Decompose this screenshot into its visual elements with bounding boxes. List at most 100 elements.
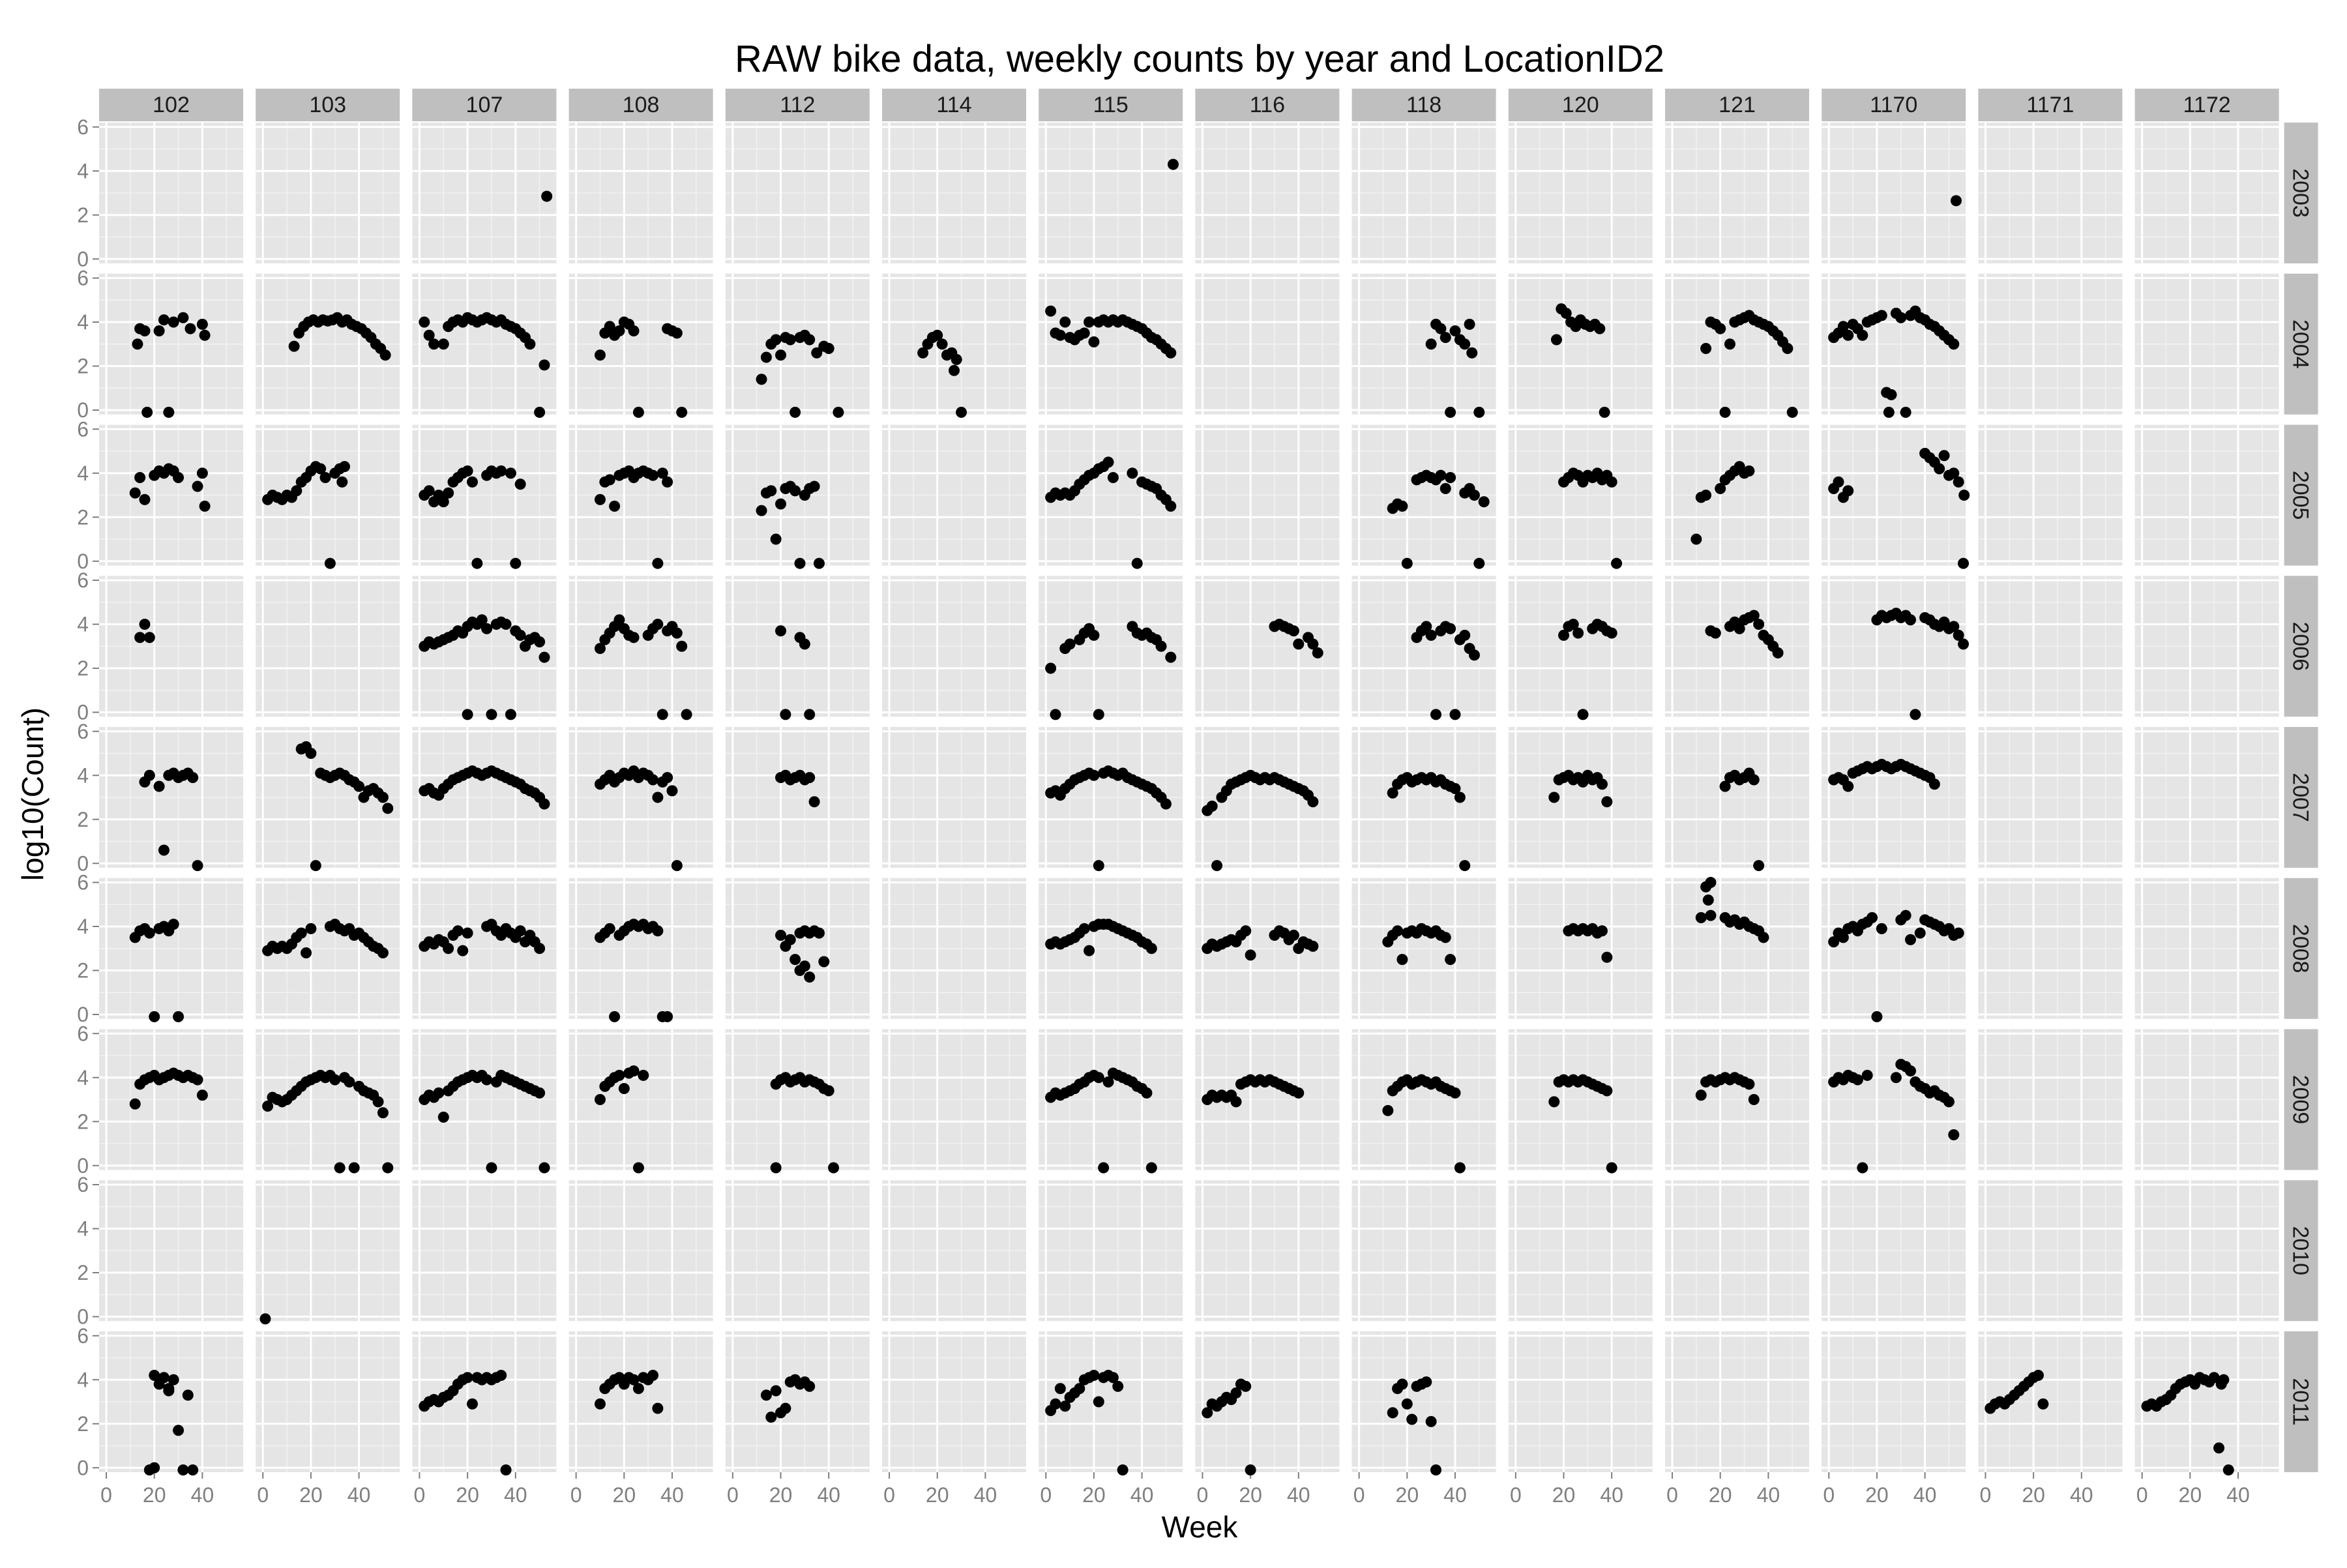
- column-strip-label: 115: [1093, 93, 1129, 117]
- facet-panel: [1665, 1029, 1809, 1170]
- data-point: [632, 1162, 644, 1174]
- data-point: [139, 494, 151, 505]
- data-point: [132, 338, 143, 350]
- data-point: [1102, 1076, 1114, 1087]
- data-point: [1449, 325, 1461, 336]
- y-tick-label: 4: [77, 159, 89, 183]
- data-point: [1753, 619, 1765, 630]
- data-point: [433, 1087, 445, 1099]
- facet-panel: [256, 576, 400, 717]
- data-point: [1904, 934, 1916, 945]
- facet-panel: [1508, 1029, 1653, 1170]
- row-strip-label: 2006: [2288, 621, 2313, 671]
- data-point: [813, 927, 825, 939]
- data-point: [1895, 312, 1907, 323]
- data-point: [1466, 347, 1478, 359]
- data-point: [804, 971, 816, 983]
- data-point: [437, 1112, 449, 1123]
- data-point: [1857, 1162, 1868, 1174]
- data-point: [149, 1462, 160, 1473]
- data-point: [1165, 651, 1177, 663]
- data-point: [1107, 472, 1119, 483]
- facet-panel: [1351, 1331, 1496, 1472]
- data-point: [780, 1402, 791, 1414]
- data-point: [765, 485, 777, 497]
- x-tick-label: 40: [1913, 1483, 1937, 1507]
- y-tick-label: 6: [77, 115, 89, 139]
- data-point: [1396, 500, 1408, 512]
- column-strip-label: 116: [1250, 93, 1285, 117]
- data-point: [143, 632, 155, 643]
- data-point: [1131, 557, 1143, 569]
- y-tick-label: 2: [77, 959, 89, 983]
- data-point: [1093, 1396, 1104, 1408]
- x-tick-label: 40: [191, 1483, 214, 1507]
- data-point: [628, 1065, 640, 1077]
- data-point: [1876, 923, 1887, 934]
- data-point: [671, 327, 683, 339]
- data-point: [932, 329, 943, 341]
- data-point: [372, 1096, 384, 1108]
- x-tick-label: 0: [1353, 1483, 1365, 1507]
- x-tick-label: 40: [660, 1483, 684, 1507]
- data-point: [652, 791, 664, 803]
- data-point: [1857, 329, 1868, 341]
- data-point: [1312, 647, 1323, 658]
- row-strip-label: 2004: [2288, 319, 2313, 369]
- facet-panel: [882, 727, 1026, 868]
- data-point: [1601, 951, 1613, 963]
- y-tick-label: 6: [77, 1022, 89, 1045]
- data-point: [594, 494, 606, 505]
- data-point: [756, 505, 767, 516]
- data-point: [1782, 343, 1793, 354]
- data-point: [1719, 780, 1731, 792]
- data-point: [1230, 1387, 1242, 1398]
- data-point: [192, 860, 203, 872]
- data-point: [1709, 627, 1721, 639]
- y-tick-label: 0: [77, 247, 89, 271]
- data-point: [1606, 1162, 1617, 1174]
- data-point: [1705, 877, 1717, 888]
- data-point: [153, 325, 165, 336]
- column-strip-label: 118: [1406, 93, 1441, 117]
- data-point: [1601, 796, 1613, 808]
- data-point: [1088, 336, 1100, 348]
- data-point: [1435, 469, 1447, 481]
- data-point: [1459, 338, 1471, 350]
- data-point: [534, 636, 546, 647]
- data-point: [1396, 1378, 1408, 1390]
- facet-panel: [1508, 273, 1653, 415]
- data-point: [524, 338, 536, 350]
- data-point: [1387, 787, 1398, 799]
- facet-panel: [568, 273, 713, 415]
- facet-panel: [2134, 123, 2279, 263]
- data-point: [315, 463, 327, 475]
- data-point: [158, 1372, 170, 1383]
- facet-panel: [256, 1180, 400, 1322]
- data-point: [1088, 769, 1100, 781]
- facet-panel: [2134, 424, 2279, 566]
- data-point: [129, 487, 141, 499]
- facet-panel: [725, 1180, 870, 1322]
- row-strip: [2284, 576, 2318, 717]
- data-point: [481, 623, 493, 634]
- facet-panel: [1508, 576, 1653, 717]
- data-point: [1307, 796, 1319, 808]
- data-point: [1702, 895, 1714, 906]
- data-point: [676, 640, 688, 652]
- x-tick-label: 40: [817, 1483, 840, 1507]
- data-point: [1045, 662, 1057, 674]
- facet-panel: [568, 1029, 713, 1170]
- facet-panel: [1195, 1029, 1340, 1170]
- data-point: [917, 347, 929, 359]
- data-point: [259, 1313, 271, 1325]
- data-point: [657, 467, 668, 479]
- data-point: [1449, 783, 1461, 794]
- data-point: [187, 1464, 199, 1476]
- facet-panel: [1665, 727, 1809, 868]
- data-point: [1690, 533, 1702, 545]
- facet-panel: [882, 424, 1026, 566]
- facet-panel: [1978, 576, 2123, 717]
- column-strip: [412, 89, 557, 121]
- data-point: [1948, 621, 1960, 632]
